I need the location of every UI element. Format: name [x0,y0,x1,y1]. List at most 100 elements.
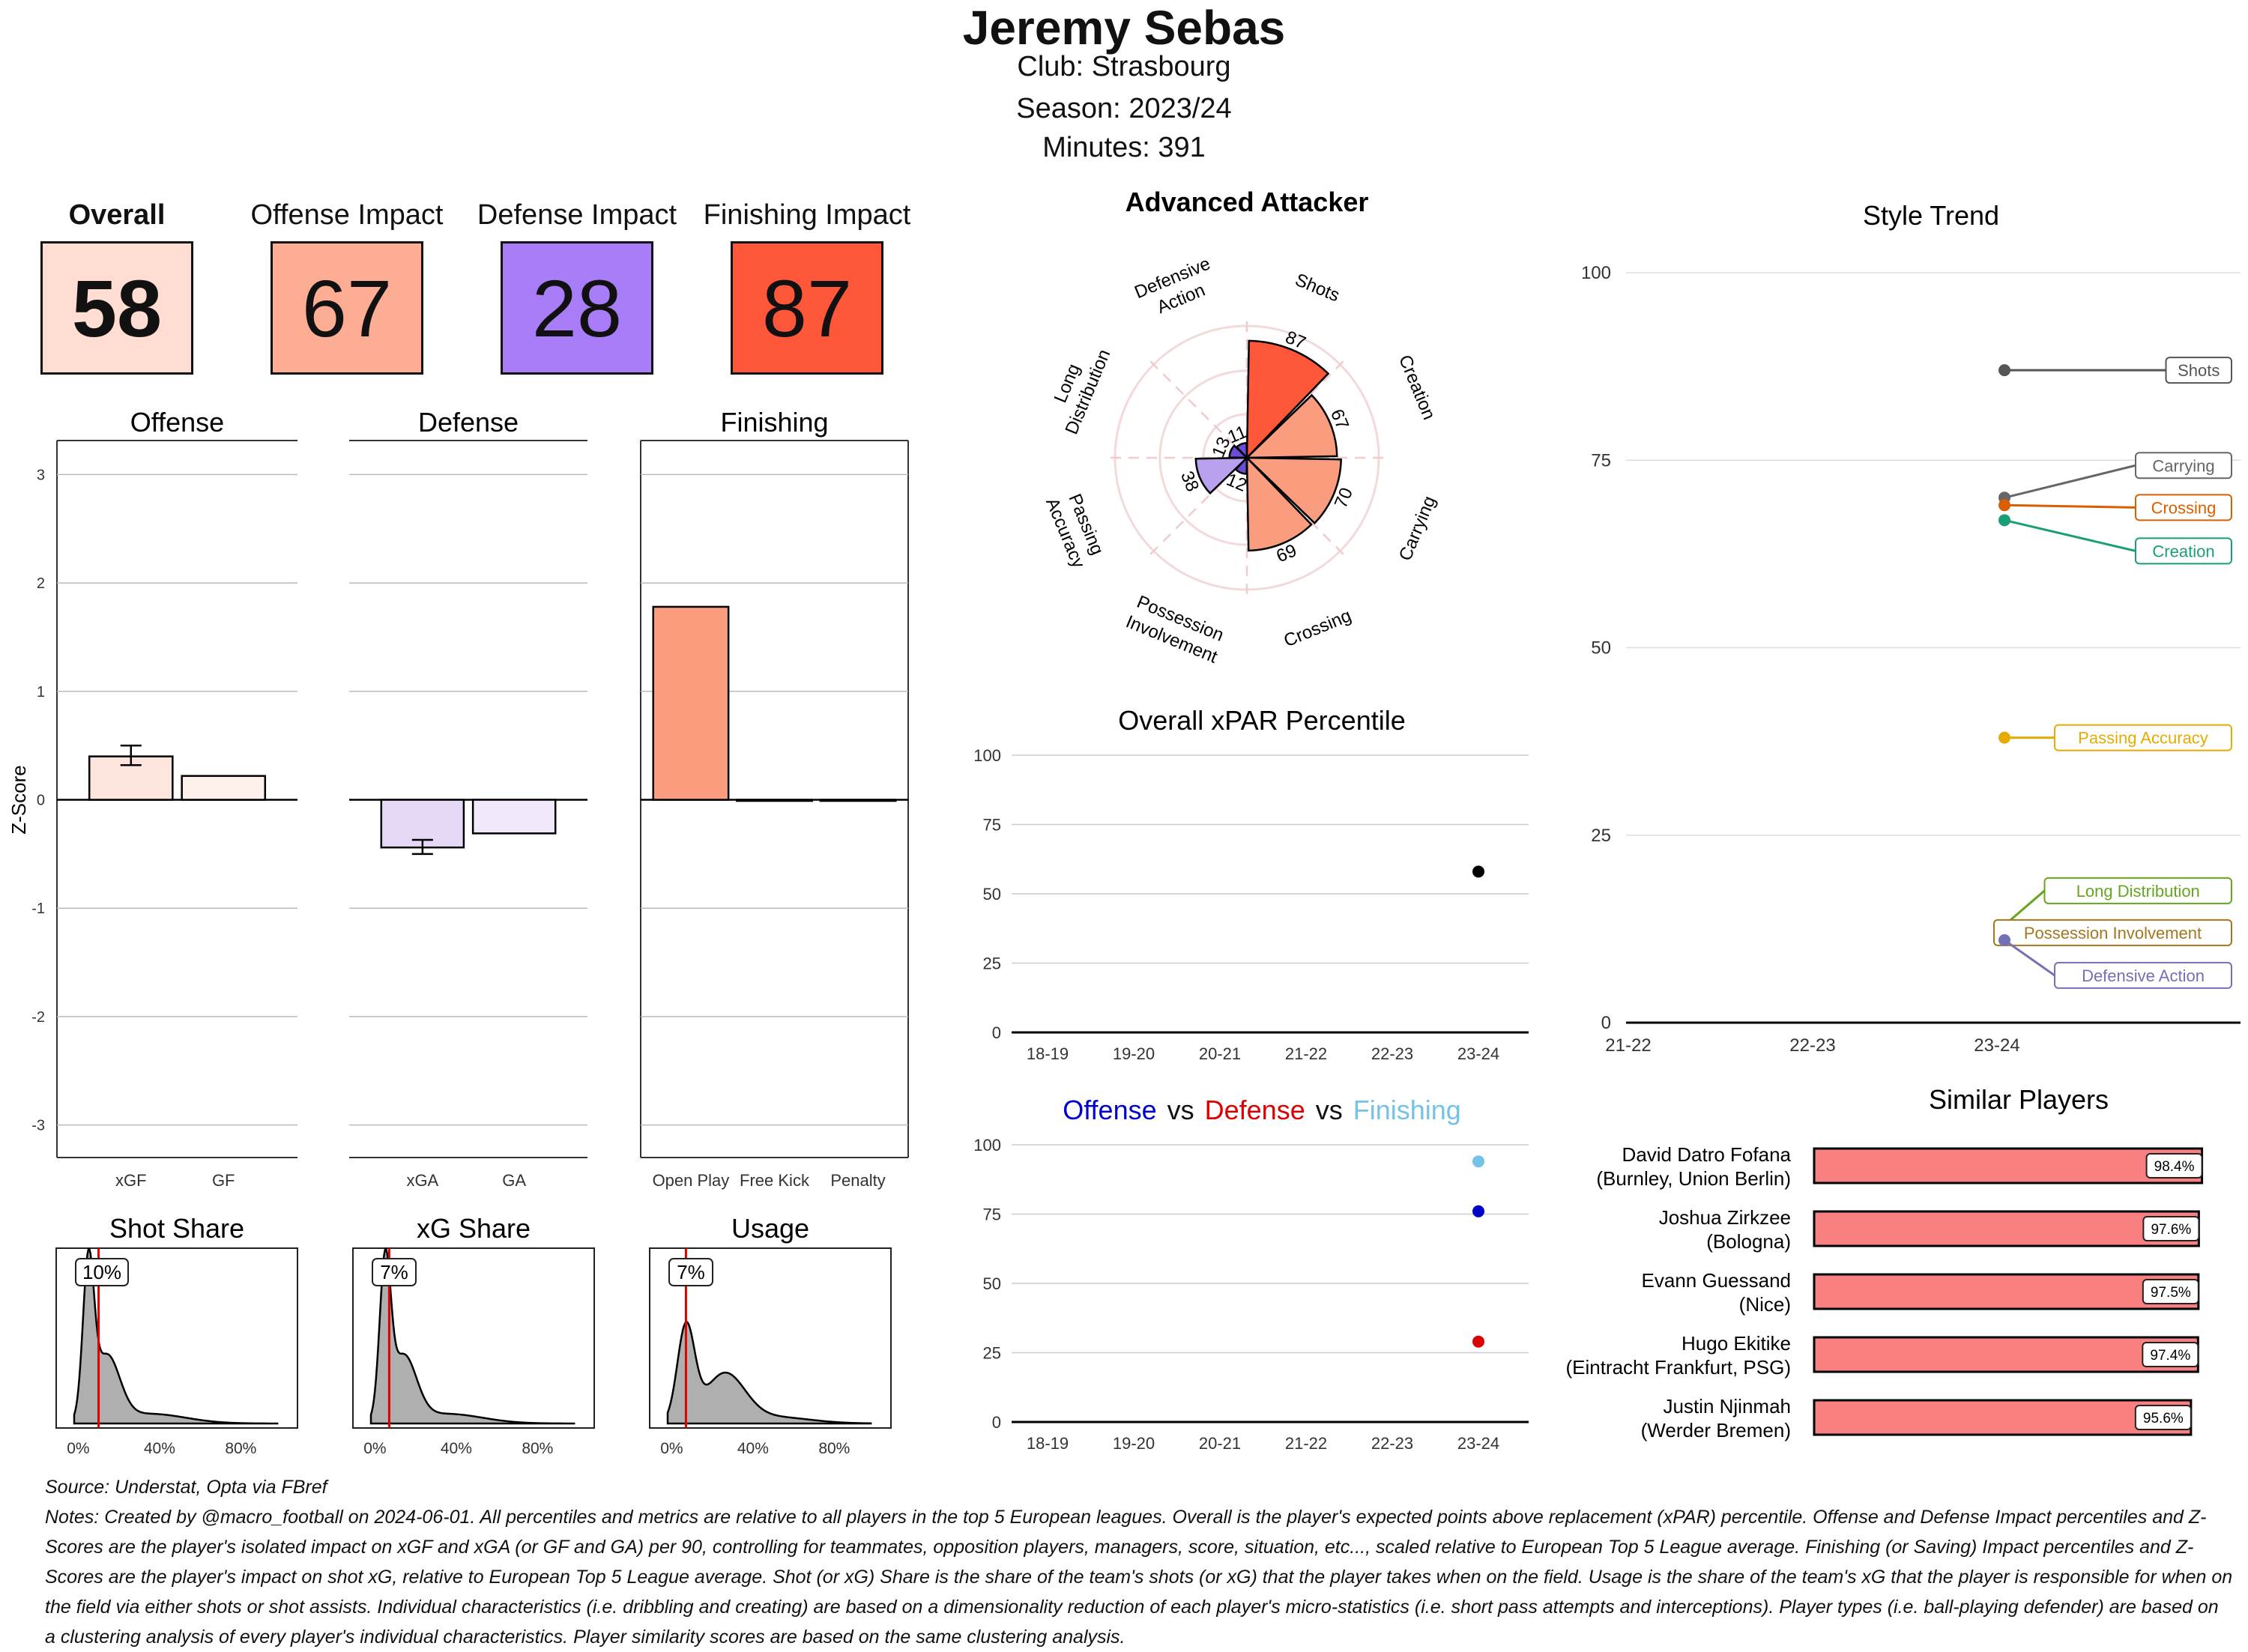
share-tick-label: 0% [363,1440,386,1457]
trend-label: Possession Involvement [2024,924,2202,943]
trend-label-box [2135,494,2232,521]
x-tick-label: 23-24 [1974,1035,2019,1056]
density-curve [73,1247,279,1425]
y-tick-label: 0 [1601,1013,1611,1033]
offense-defense-finishing-chart: Offense vs Defense vs Finishing 0 25 50 75 100 18-… [973,1095,1529,1453]
trend-label-box [2043,877,2232,904]
similar-players-title: Similar Players [1929,1084,2109,1115]
radar-axis-label: PassingAccuracy [1042,486,1109,571]
x-tick-label: 22-23 [1371,1434,1413,1453]
y-tick-label: 75 [983,1205,1001,1224]
kpi-defense-value: 28 [501,241,653,375]
trend-label: Creation [2152,542,2214,560]
zscore-tick-label: -2 [31,1009,45,1026]
x-tick-label: 23-24 [1457,1434,1499,1453]
similar-value-box [2134,1405,2192,1430]
trend-point-passing-accuracy [1998,731,2010,744]
trend-label-box [2165,357,2232,384]
similar-player-name: David Datro Fofana [1622,1143,1792,1166]
share-panel-title: Usage [731,1213,809,1244]
radar-axis-label: Crossing [1281,605,1354,651]
trend-label: Passing Accuracy [2078,729,2208,748]
trend-label: Long Distribution [2076,882,2200,901]
share-tick-label: 80% [225,1440,256,1457]
share-label-box [372,1258,417,1286]
y-tick-label: 75 [1591,450,1611,471]
zscore-axis-label: Z-Score [7,765,30,834]
category-label: Penalty [830,1171,885,1190]
trend-connector [2004,464,2136,499]
share-label-box [668,1258,713,1286]
density-curve [369,1247,575,1425]
zscore-tick-label: 2 [37,575,45,592]
radar-wedge-passing-accuracy [1194,456,1250,495]
radar-axis-label: Shots [1292,270,1342,306]
similar-player-clubs: (Bologna) [1706,1230,1791,1253]
point-finishing [1472,1155,1484,1168]
y-tick-label: 25 [983,1344,1001,1363]
share-tick-label: 40% [441,1440,472,1457]
similar-player-clubs: (Werder Bremen) [1641,1419,1791,1441]
trend-label-box [1993,919,2232,946]
similar-player-name: Joshua Zirkzee [1659,1206,1791,1229]
share-panel-title: xG Share [417,1213,531,1244]
similar-player-clubs: (Nice) [1739,1293,1791,1316]
similar-value-label: 97.4% [2150,1348,2190,1364]
x-tick-label: 23-24 [1457,1044,1499,1063]
y-tick-label: 100 [973,1136,1001,1155]
x-tick-label: 21-22 [1285,1434,1327,1453]
y-tick-label: 0 [992,1023,1001,1042]
trend-label: Crossing [2151,498,2217,517]
trend-label-box [2054,724,2232,751]
x-tick-label: 18-19 [1027,1434,1069,1453]
radar-wedge-crossing [1245,455,1313,552]
density-curve [666,1321,872,1425]
y-tick-label: 100 [1581,263,1611,283]
radar-axis-label: Creation [1395,352,1439,423]
similar-value-label: 98.4% [2154,1159,2195,1175]
point-offense [1472,1205,1484,1217]
zscore-bar-penalty [819,799,897,802]
trend-point-crossing [1998,499,2010,512]
y-tick-label: 100 [973,746,1001,765]
style-trend-chart: Style Trend 0 25 50 75 100 21-22 22-23 23-24 Shot… [1581,200,2241,1056]
similar-value-box [2142,1342,2199,1367]
category-label: GF [212,1171,235,1190]
zscore-bar-free-kick [736,799,813,802]
share-distribution-charts: Shot Share 10% 0% 40% 80% xG Share 7% 0% 40% 80% U… [55,1213,892,1457]
share-tick-label: 80% [818,1440,850,1457]
trend-label-box [2135,537,2232,565]
share-label: 10% [82,1261,121,1283]
y-tick-label: 25 [983,954,1001,973]
trend-label: Defensive Action [2082,966,2205,985]
y-tick-label: 50 [983,885,1001,904]
source-text: Source: Understat, Opta via FBref [45,1477,327,1498]
similar-bar [1813,1273,2200,1310]
panel-title: Defense [418,407,519,438]
x-tick-label: 19-20 [1113,1434,1155,1453]
similar-player-clubs: (Burnley, Union Berlin) [1596,1167,1791,1190]
similar-value-box [2142,1279,2199,1304]
trend-point-creation [1998,514,2010,527]
radar-wedge-shots [1245,339,1330,461]
category-label: Free Kick [740,1171,810,1190]
share-label-box [75,1258,129,1286]
y-tick-label: 50 [1591,638,1611,659]
xpar-point [1472,865,1484,878]
club-label: Club: [1017,51,1084,82]
xpar-percentile-chart: Overall xPAR Percentile 0 25 50 75 100 18-19 19… [973,705,1529,1063]
zscore-bar-ga [471,799,557,835]
x-tick-label: 21-22 [1605,1035,1651,1056]
category-label: GA [502,1171,526,1190]
similar-bar [1813,1336,2199,1373]
off-def-fin-title: Offense vs Defense vs Finishing [1063,1095,1461,1125]
radar-wedge-long-distribution [1228,444,1250,459]
category-label: xGF [115,1171,147,1190]
kpi-offense-label: Offense Impact [250,199,444,231]
trend-label-box [2135,452,2232,479]
category-label: xGA [406,1171,438,1190]
radar-wedge-creation [1244,393,1338,459]
radar-grid-circle [1158,369,1335,546]
y-tick-label: 0 [992,1413,1001,1432]
similar-player-name: Hugo Ekitike [1682,1332,1791,1355]
